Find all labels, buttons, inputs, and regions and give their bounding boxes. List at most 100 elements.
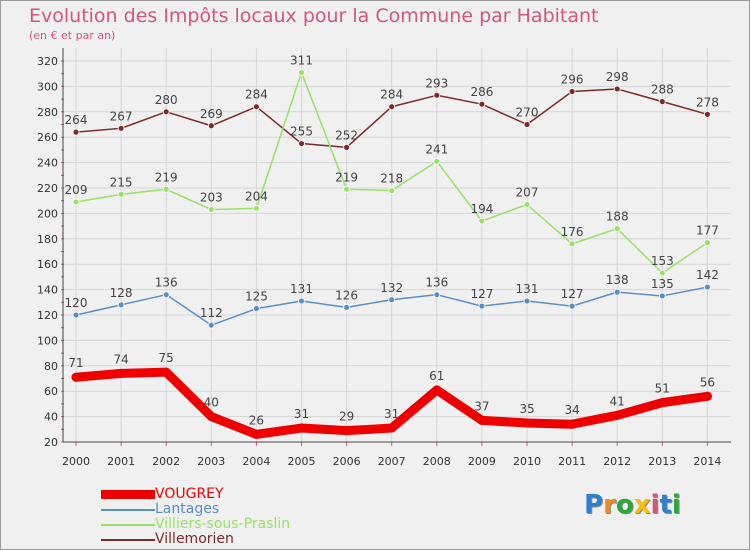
plot-area xyxy=(63,48,731,442)
data-point xyxy=(343,303,351,311)
data-label: 176 xyxy=(561,225,584,239)
data-label: 125 xyxy=(245,290,268,304)
data-point xyxy=(657,398,667,408)
data-label: 218 xyxy=(380,172,403,186)
y-tick-label: 220 xyxy=(37,182,58,195)
data-point xyxy=(206,412,216,422)
data-label: 219 xyxy=(335,170,358,184)
y-tick-label: 240 xyxy=(37,157,58,170)
data-point xyxy=(342,426,352,436)
data-point xyxy=(478,100,486,108)
data-point xyxy=(658,269,666,277)
data-point xyxy=(72,198,80,206)
data-label: 75 xyxy=(159,351,174,365)
legend-label: Villemorien xyxy=(155,531,234,547)
data-label: 120 xyxy=(65,296,88,310)
data-point xyxy=(251,429,261,439)
x-tick-label: 2011 xyxy=(558,455,586,468)
data-label: 132 xyxy=(380,281,403,295)
data-label: 286 xyxy=(470,85,493,99)
data-point xyxy=(432,385,442,395)
data-point xyxy=(298,69,305,76)
data-point xyxy=(478,302,486,310)
data-point xyxy=(433,291,441,299)
chart-subtitle: (en € et par an) xyxy=(29,29,116,42)
data-point xyxy=(433,157,441,165)
data-label: 40 xyxy=(204,396,219,410)
data-label: 269 xyxy=(200,107,223,121)
x-tick-label: 2007 xyxy=(378,455,406,468)
data-label: 131 xyxy=(516,282,539,296)
data-point xyxy=(162,291,170,299)
data-point xyxy=(207,206,215,213)
data-point xyxy=(613,288,621,296)
data-label: 255 xyxy=(290,125,313,139)
data-point xyxy=(388,187,396,194)
data-label: 177 xyxy=(696,224,719,238)
data-label: 135 xyxy=(651,277,674,291)
data-label: 136 xyxy=(425,276,448,290)
data-label: 284 xyxy=(245,88,268,102)
data-label: 298 xyxy=(606,70,629,84)
data-point xyxy=(523,121,531,128)
data-point xyxy=(433,91,441,99)
data-point xyxy=(568,240,576,248)
y-tick-label: 300 xyxy=(37,80,58,93)
data-point xyxy=(568,302,576,310)
data-point xyxy=(478,217,486,225)
y-tick-label: 200 xyxy=(37,207,58,220)
data-point xyxy=(702,391,712,401)
data-point xyxy=(388,103,396,111)
data-label: 74 xyxy=(113,352,128,366)
y-tick-label: 160 xyxy=(37,258,58,271)
data-point xyxy=(387,423,397,433)
series-lantages: 120 128 136 112 125 131 126 132 136 127 131 127 138 1… xyxy=(65,268,719,329)
data-label: 194 xyxy=(470,202,493,216)
x-tick-label: 2012 xyxy=(603,455,631,468)
data-label: 71 xyxy=(68,356,83,370)
legend-item: Villiers-sous-Praslin xyxy=(101,516,361,532)
legend-label: Villiers-sous-Praslin xyxy=(155,516,291,532)
axes: 20 40 60 80 100 120 140 160 180 200 220 240 260 280 30… xyxy=(37,48,731,468)
x-tick-label: 2005 xyxy=(288,455,316,468)
data-point xyxy=(116,368,126,378)
y-tick-label: 100 xyxy=(37,334,58,347)
y-tick-label: 260 xyxy=(37,131,58,144)
data-label: 252 xyxy=(335,128,358,142)
legend-item: VOUGREY xyxy=(101,486,361,502)
data-point xyxy=(658,98,666,106)
data-label: 207 xyxy=(516,186,539,200)
data-label: 153 xyxy=(651,254,674,268)
y-tick-label: 60 xyxy=(44,385,58,398)
data-point xyxy=(704,110,711,118)
data-label: 215 xyxy=(110,175,133,189)
data-label: 188 xyxy=(606,210,629,224)
data-point xyxy=(523,297,531,305)
data-label: 56 xyxy=(700,375,715,389)
legend-label: VOUGREY xyxy=(155,486,224,502)
y-tick-label: 320 xyxy=(37,55,58,68)
data-label: 51 xyxy=(655,382,670,396)
data-point xyxy=(704,239,711,247)
data-label: 142 xyxy=(696,268,719,282)
data-label: 31 xyxy=(294,407,309,421)
data-point xyxy=(523,201,531,208)
data-label: 127 xyxy=(561,287,584,301)
legend: VOUGREY Lantages Villiers-sous-Praslin Vill… xyxy=(101,486,361,547)
data-label: 31 xyxy=(384,407,399,421)
data-point xyxy=(71,372,81,382)
x-tick-label: 2006 xyxy=(333,455,361,468)
data-point xyxy=(567,419,577,429)
data-label: 280 xyxy=(155,93,178,107)
x-tick-label: 2004 xyxy=(242,455,270,468)
series-villiers-sous-praslin: 209 215 219 203 204 311 219 218 241 194 207 176 188 1… xyxy=(65,53,719,277)
data-label: 311 xyxy=(290,53,313,67)
y-tick-label: 120 xyxy=(37,309,58,322)
data-point xyxy=(117,124,125,132)
data-label: 270 xyxy=(516,106,539,120)
x-tick-label: 2002 xyxy=(152,455,180,468)
data-point xyxy=(252,305,260,313)
data-label: 26 xyxy=(249,413,264,427)
